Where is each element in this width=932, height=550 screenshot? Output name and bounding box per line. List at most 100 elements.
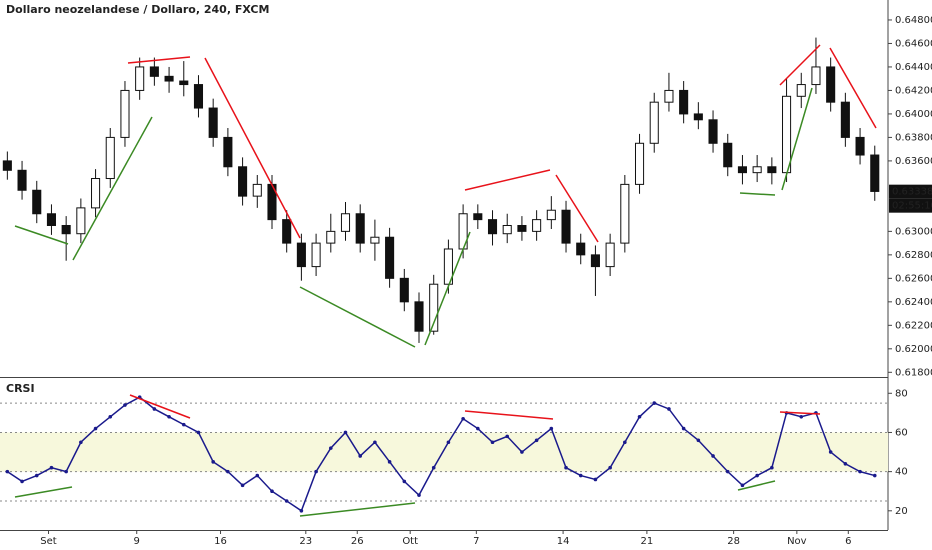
crsi-point — [637, 414, 642, 419]
crsi-point — [152, 407, 157, 411]
candle-body — [693, 113, 703, 121]
candle-body — [708, 119, 718, 144]
candle-body — [149, 66, 159, 77]
crsi-point — [711, 454, 715, 458]
crsi-point — [696, 438, 701, 443]
candle-body — [561, 209, 571, 244]
candle-body — [855, 136, 865, 156]
crsi-point — [226, 469, 230, 474]
band — [0, 432, 888, 472]
candle-body — [17, 169, 27, 191]
crsi-point — [270, 489, 274, 494]
crsi-point — [123, 403, 127, 407]
candle-body — [296, 242, 306, 268]
candle-body — [870, 154, 880, 192]
trendline — [829, 47, 877, 129]
crsi-point — [534, 438, 539, 443]
trendline — [14, 486, 73, 498]
crsi-point — [564, 465, 568, 470]
candle-body — [385, 236, 395, 279]
crsi-point — [681, 426, 686, 431]
crsi-point — [623, 440, 627, 445]
chart-title: Dollaro neozelandese / Dollaro, 240, FXC… — [6, 3, 269, 16]
crsi-point — [196, 430, 201, 435]
trendline — [464, 169, 551, 191]
candle-body — [429, 283, 439, 332]
candle-body — [620, 183, 630, 244]
candle-body — [649, 101, 659, 144]
candle-body — [282, 219, 292, 244]
crsi-point — [255, 473, 260, 478]
last-price-label: 0.63338 — [892, 187, 932, 198]
x-tick-label: 14 — [557, 536, 570, 547]
crsi-point — [211, 460, 215, 464]
crsi-point — [593, 477, 598, 482]
crsi-point — [476, 426, 480, 431]
trendline — [739, 192, 776, 196]
candle-body — [193, 84, 204, 109]
candle-body — [76, 207, 86, 235]
crsi-point — [328, 446, 333, 450]
crsi-point — [652, 401, 657, 405]
candle-body — [634, 142, 645, 185]
crsi-point — [725, 469, 730, 474]
candle-body — [679, 89, 689, 115]
crsi-point — [181, 422, 186, 427]
candle-body — [326, 230, 336, 244]
candle-body — [252, 183, 262, 197]
x-tick-label: 26 — [351, 536, 364, 547]
crsi-point — [373, 440, 377, 445]
candle-body — [311, 242, 321, 268]
countdown-label: 02:55:10 — [892, 201, 932, 212]
candle-body — [135, 66, 145, 91]
candle-body — [576, 242, 586, 256]
candle-body — [487, 219, 498, 235]
crsi-point — [520, 450, 524, 454]
candle-body — [61, 224, 71, 235]
crsi-point — [358, 454, 362, 458]
trendline — [555, 174, 599, 243]
x-tick-label: Set — [40, 536, 57, 547]
candle-body — [767, 166, 777, 174]
crsi-point — [5, 469, 10, 474]
candle-body — [399, 277, 409, 303]
candle-body — [46, 213, 56, 226]
crsi-point — [34, 473, 39, 478]
crsi-point — [667, 407, 671, 411]
x-tick-label: 6 — [845, 536, 851, 547]
trendline — [737, 480, 776, 491]
crsi-point — [387, 460, 392, 464]
trendline — [779, 411, 821, 415]
x-tick-label: Nov — [787, 536, 807, 547]
candle-body — [238, 166, 248, 197]
candle-body — [473, 213, 483, 221]
y-tick-label: 0.64800 — [895, 15, 932, 26]
crsi-point — [20, 479, 24, 484]
trendline — [464, 410, 554, 420]
crsi-point — [505, 434, 510, 439]
candle-body — [340, 213, 351, 232]
crsi-point — [167, 414, 171, 419]
crsi-point — [549, 426, 554, 431]
trendline — [299, 502, 416, 517]
candle-body — [164, 75, 174, 82]
candle-body — [105, 136, 115, 180]
candle-body — [664, 89, 674, 103]
trendline — [299, 286, 416, 348]
candle-body — [91, 178, 101, 209]
candle-body — [32, 189, 42, 215]
crsi-point — [284, 499, 289, 503]
candle-body — [370, 236, 380, 244]
trendline — [779, 44, 821, 86]
crsi-point — [490, 440, 495, 445]
candle-body — [782, 95, 792, 174]
candle-body — [811, 66, 821, 86]
candle-body — [517, 224, 527, 232]
crsi-point — [799, 414, 804, 419]
indicator-title: CRSI — [6, 382, 35, 395]
crsi-point — [608, 465, 612, 470]
